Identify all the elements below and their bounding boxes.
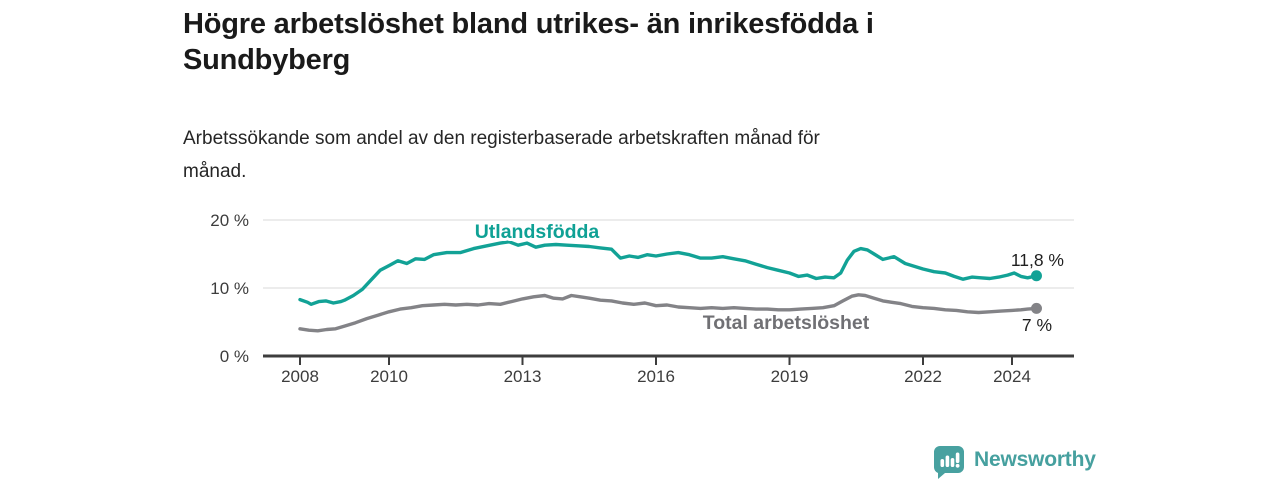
brand-name: Newsworthy xyxy=(974,448,1096,471)
bar-2 xyxy=(945,455,950,467)
chart-header: Högre arbetslöshet bland utrikes- än inr… xyxy=(183,6,1083,78)
series-line-total-arbetsloshet xyxy=(298,293,1039,333)
series-label-utlandsfodda: Utlandsfödda xyxy=(475,221,600,243)
exclamation-dot xyxy=(955,463,960,468)
series-line-utlandsfodda xyxy=(298,240,1039,306)
page-title: Högre arbetslöshet bland utrikes- än inr… xyxy=(183,8,874,76)
bar-1 xyxy=(940,459,945,467)
x-tick-label: 2013 xyxy=(504,367,542,386)
x-tick-label: 2024 xyxy=(993,367,1031,386)
chart-subtitle: Arbetssökande som andel av den registerb… xyxy=(183,128,820,182)
x-tick-label: 2022 xyxy=(904,367,942,386)
y-tick-label: 0 % xyxy=(220,347,249,366)
x-tick-label: 2010 xyxy=(370,367,408,386)
series-label-total-arbetsloshet: Total arbetslöshet xyxy=(703,312,870,334)
end-value-label-total-arbetsloshet: 7 % xyxy=(1022,315,1052,335)
end-dot-utlandsfodda xyxy=(1030,270,1042,282)
bar-3 xyxy=(950,458,955,467)
end-dot-total-arbetsloshet xyxy=(1030,302,1042,314)
brand-footer: Newsworthy xyxy=(934,446,1096,479)
y-tick-label: 10 % xyxy=(210,279,249,298)
x-tick-label: 2008 xyxy=(281,367,319,386)
exclamation-bar xyxy=(955,452,960,463)
y-tick-label: 20 % xyxy=(210,211,249,230)
x-tick-label: 2016 xyxy=(637,367,675,386)
x-tick-label: 2019 xyxy=(771,367,809,386)
bar-chart-speech-bubble-icon xyxy=(934,446,964,479)
end-value-label-utlandsfodda: 11,8 % xyxy=(1011,250,1064,270)
